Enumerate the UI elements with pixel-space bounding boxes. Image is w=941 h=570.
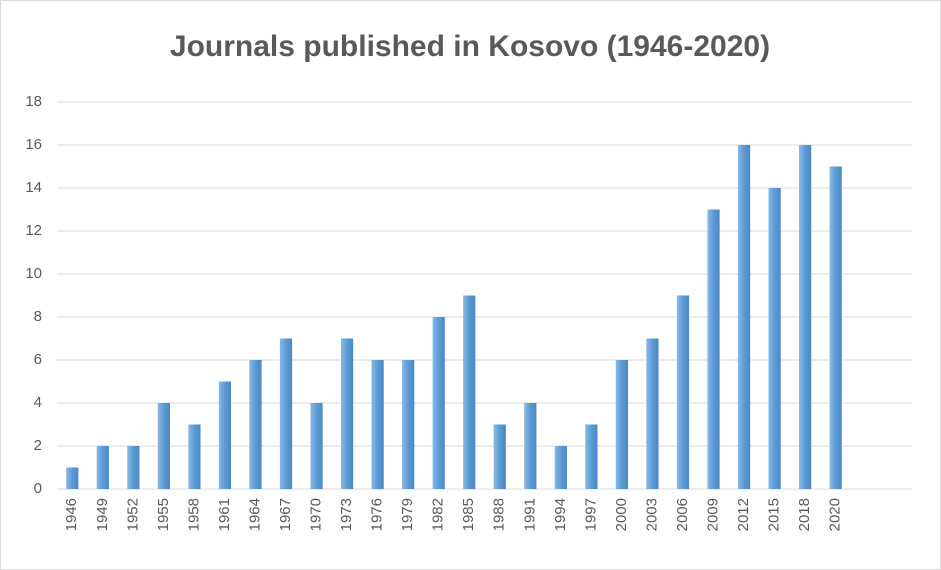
bar (432, 317, 445, 489)
x-tick-label: 2009 (704, 498, 721, 531)
y-tick-label: 0 (34, 480, 42, 497)
x-tick-label: 1961 (216, 498, 233, 531)
bar (218, 381, 232, 489)
x-tick-label: 1964 (246, 498, 263, 531)
y-tick-label: 4 (34, 394, 42, 411)
bar (371, 360, 384, 489)
bar (493, 424, 506, 489)
x-tick-label: 1970 (308, 498, 325, 531)
x-tick-label: 1988 (491, 498, 508, 531)
bar (279, 338, 293, 489)
x-tick-label: 1946 (63, 498, 80, 531)
bar (707, 209, 720, 489)
x-tick-label: 1967 (277, 498, 294, 531)
bar (524, 403, 537, 489)
x-tick-label: 1955 (155, 498, 172, 531)
x-tick-label: 2003 (643, 498, 660, 531)
bar (829, 166, 842, 489)
x-tick-label: 1979 (399, 498, 416, 531)
y-tick-label: 14 (25, 179, 42, 196)
bar (340, 338, 354, 489)
x-tick-label: 1949 (94, 498, 111, 531)
x-tick-label: 2000 (613, 498, 630, 531)
bar (646, 338, 659, 489)
x-tick-label: 2018 (796, 498, 813, 531)
x-tick-label: 1994 (552, 498, 569, 531)
bar (96, 446, 109, 489)
y-tick-label: 10 (25, 265, 42, 282)
x-tick-label: 1958 (185, 498, 202, 531)
x-tick-label: 2012 (735, 498, 752, 531)
x-tick-label: 1991 (521, 498, 538, 531)
bar (127, 446, 140, 489)
x-tick-label: 2020 (827, 498, 844, 531)
x-tick-label: 1973 (338, 498, 355, 531)
bar (402, 360, 415, 489)
bar (66, 467, 79, 489)
y-tick-label: 8 (34, 308, 42, 325)
x-tick-label: 2015 (766, 498, 783, 531)
bar (799, 145, 812, 489)
bar (463, 295, 476, 489)
x-tick-label: 1982 (430, 498, 447, 531)
x-tick-label: 1985 (460, 498, 477, 531)
bar (188, 424, 201, 489)
y-tick-label: 18 (25, 93, 42, 110)
chart-title: Journals published in Kosovo (1946-2020) (170, 30, 770, 63)
bar (615, 360, 629, 489)
y-tick-label: 16 (25, 136, 42, 153)
y-tick-label: 12 (25, 222, 42, 239)
bar (157, 403, 170, 489)
x-tick-label: 1997 (582, 498, 599, 531)
y-tick-label: 2 (34, 437, 42, 454)
bar (554, 446, 567, 489)
x-tick-label: 2006 (674, 498, 691, 531)
x-tick-label: 1952 (124, 498, 141, 531)
bar (737, 145, 751, 489)
bar (768, 188, 781, 489)
x-tick-label: 1976 (369, 498, 386, 531)
bar (310, 403, 323, 489)
bar (249, 360, 262, 489)
bar (676, 295, 690, 489)
bar (585, 424, 598, 489)
y-tick-label: 6 (34, 351, 42, 368)
